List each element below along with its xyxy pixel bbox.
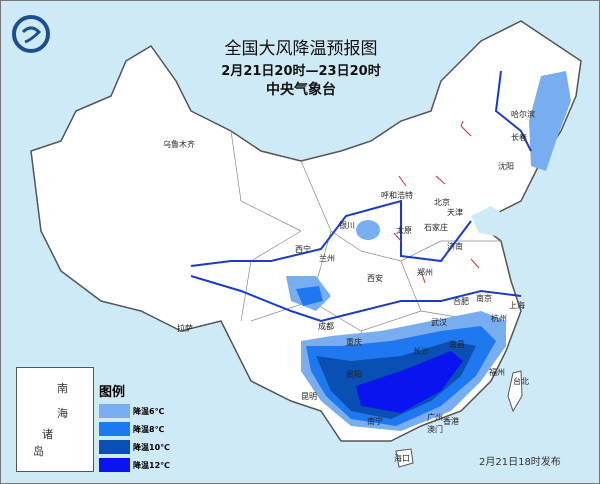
city-label: 乌鲁木齐: [163, 140, 195, 149]
cooling-areas: [286, 71, 571, 431]
cooling-6-ne: [529, 71, 571, 171]
legend-swatch: [99, 458, 130, 472]
city-label: 呼和浩特: [381, 191, 413, 200]
city-label: 南宁: [367, 417, 383, 426]
city-label: 西安: [367, 274, 383, 283]
city-label: 天津: [447, 208, 463, 217]
city-label: 拉萨: [177, 324, 193, 333]
map-title: 全国大风降温预报图: [224, 39, 378, 59]
legend-swatch: [99, 404, 130, 418]
bohai-sea: [471, 206, 506, 236]
cooling-12: [356, 351, 463, 413]
city-label: 长春: [511, 133, 527, 142]
hainan: [395, 448, 414, 468]
legend-label: 降温10℃: [133, 442, 170, 452]
city-label: 南京: [476, 294, 492, 303]
city-label: 贵阳: [346, 370, 362, 379]
city-label: 银川: [339, 221, 355, 230]
inset-label: 海: [57, 407, 68, 420]
city-label: 台北: [513, 377, 529, 386]
city-label: 上海: [509, 301, 525, 310]
inset-label: 诸: [42, 428, 53, 441]
legend-item: 降温6℃: [99, 402, 170, 420]
legend-item: 降温8℃: [99, 420, 170, 438]
city-label: 长沙: [413, 347, 429, 356]
rivers: [190, 70, 532, 323]
city-label: 西宁: [295, 245, 311, 254]
cooling-6-ningxia: [356, 220, 380, 240]
city-label: 南昌: [449, 340, 465, 349]
cooling-8-nw: [296, 286, 323, 306]
cma-logo: [11, 14, 51, 54]
taiwan: [507, 370, 523, 413]
issued-time: 2月21日18时发布: [479, 457, 561, 468]
city-label: 澳门: [427, 425, 443, 434]
city-label: 福州: [489, 368, 505, 377]
city-label: 重庆: [346, 338, 362, 347]
city-label: 郑州: [417, 268, 433, 277]
south-china-sea-inset: 南 海 诸 岛: [16, 367, 94, 472]
legend-item: 降温12℃: [99, 456, 170, 474]
city-label: 海口: [394, 454, 410, 463]
legend: 图例 降温6℃ 降温8℃ 降温10℃ 降温12℃: [99, 381, 170, 474]
legend-label: 降温12℃: [133, 460, 170, 470]
city-label: 济南: [447, 242, 463, 251]
city-label: 武汉: [431, 318, 447, 327]
inset-label: 岛: [33, 445, 44, 458]
legend-label: 降温8℃: [133, 424, 165, 434]
city-label: 沈阳: [498, 162, 514, 171]
legend-label: 降温6℃: [133, 406, 165, 416]
city-label: 成都: [318, 322, 334, 331]
city-label: 北京: [434, 198, 450, 207]
city-label: 香港: [443, 417, 459, 426]
city-label: 广州: [427, 413, 443, 422]
legend-swatch: [99, 440, 130, 454]
wind-arrows: [393, 120, 480, 284]
city-label: 杭州: [491, 314, 507, 323]
city-label: 太原: [396, 226, 412, 235]
issuer: 中央气象台: [266, 82, 336, 98]
city-label: 哈尔滨: [511, 110, 535, 119]
city-label: 石家庄: [424, 223, 448, 232]
inset-label: 南: [57, 382, 68, 395]
forecast-period: 2月21日20时—23日20时: [221, 64, 381, 79]
city-label: 兰州: [319, 254, 335, 263]
legend-swatch: [99, 422, 130, 436]
city-label: 昆明: [301, 392, 317, 401]
legend-item: 降温10℃: [99, 438, 170, 456]
city-label: 合肥: [453, 297, 469, 306]
legend-title: 图例: [99, 385, 126, 400]
